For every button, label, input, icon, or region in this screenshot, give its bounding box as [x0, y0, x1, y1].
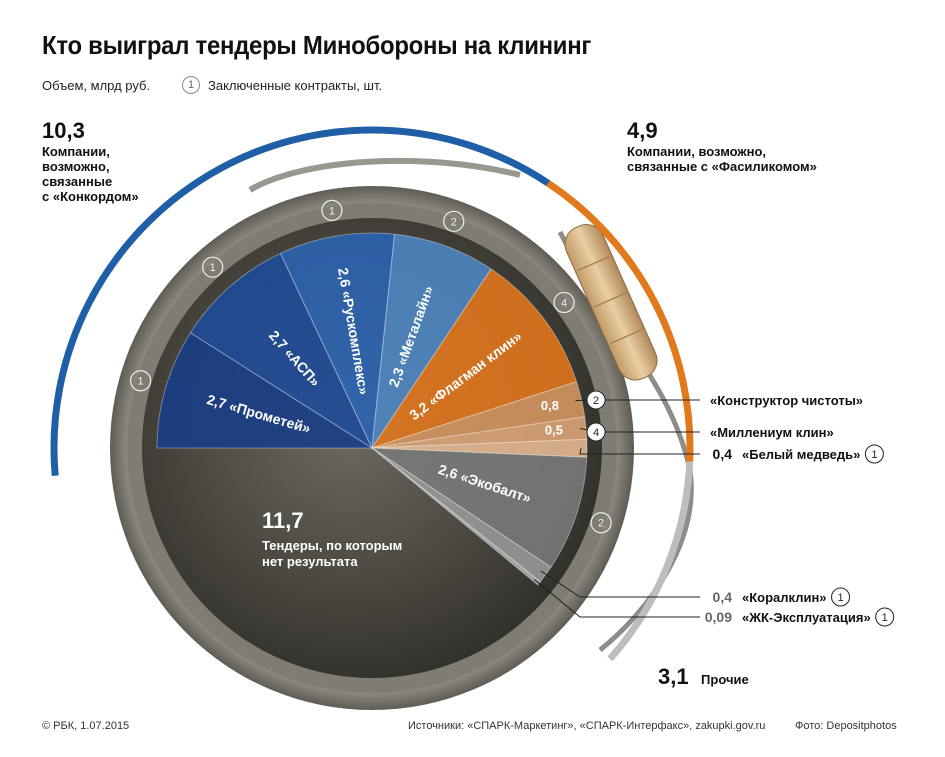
pie-slice-миллениум-клин [371, 416, 588, 449]
contracts-circle-icon [875, 607, 895, 627]
pie-slice-асп [189, 252, 374, 450]
group-konkord-text: Компании, возможно, связанные с «Конкорд… [42, 144, 139, 204]
callout-line-коралклин [540, 570, 700, 598]
contracts-circle-icon [553, 291, 575, 314]
contracts-count-жк-эксплуатация: 1 [882, 612, 888, 624]
legend-contracts-label: Заключенные контракты, шт. [208, 78, 383, 93]
slice-value-миллениум-клин: 0,5 [545, 422, 563, 437]
legend-volume-label: Объем, млрд руб. [42, 78, 151, 93]
contracts-count-флагман-клин: 4 [561, 297, 567, 309]
contracts-count-рускомплекс: 1 [329, 205, 335, 217]
group-konkord-value: 10,3 [42, 118, 85, 143]
contracts-circle-icon [590, 512, 612, 534]
callout-value-белый-медведь: 0,4 [713, 446, 733, 462]
footer-sources: Источники: «СПАРК-Маркетинг», «СПАРК-Инт… [408, 720, 766, 732]
group-other-text: Прочие [701, 672, 749, 687]
contracts-circle-icon [831, 587, 851, 607]
group-fasilikom-value: 4,9 [627, 118, 658, 143]
pie-slice-экобалт [370, 447, 588, 568]
group-arc-fasilikom [546, 180, 694, 462]
no-result-label: нет результата [262, 554, 358, 569]
callout-name-белый-медведь: «Белый медведь» [742, 447, 860, 462]
contracts-circle-icon [586, 422, 606, 442]
group-arc-other [607, 461, 694, 662]
contracts-count-белый-медведь: 1 [871, 449, 877, 461]
contracts-count-прометей: 1 [138, 376, 144, 388]
footer-copyright: © РБК, 1.07.2015 [42, 720, 130, 732]
contracts-count-конструктор-чистоты: 2 [593, 395, 599, 407]
group-arc-konkord [50, 126, 551, 477]
group-other-value: 3,1 [658, 664, 689, 689]
callout-line-жк-эксплуатация [534, 579, 700, 618]
contracts-circle-icon [129, 370, 152, 392]
contracts-circle-icon [864, 444, 884, 464]
callout-name-коралклин: «Коралклин» [742, 590, 827, 605]
legend-contracts-circle-icon: 1 [182, 76, 200, 94]
contracts-circle-icon [586, 390, 606, 410]
contracts-count-коралклин: 1 [837, 592, 843, 604]
callout-name-конструктор-чистоты: «Конструктор чистоты» [710, 393, 863, 408]
callout-line-белый-медведь [579, 448, 700, 455]
contracts-count-металайн: 2 [451, 216, 457, 228]
slice-value-конструктор-чистоты: 0,8 [541, 398, 559, 413]
footer-photo: Фото: Depositphotos [795, 720, 897, 732]
no-result-label: Тендеры, по которым [262, 538, 402, 553]
callout-name-миллениум-клин: «Миллениум клин» [710, 425, 834, 440]
group-other-label: 3,1 Прочие [658, 664, 749, 690]
contracts-circle-icon [443, 210, 465, 232]
pie-slice-прометей [156, 332, 374, 449]
group-fasilikom-label: 4,9 Компании, возможно, связанные с «Фас… [627, 118, 817, 174]
pan-rim-wire [248, 157, 521, 193]
group-konkord-label: 10,3 Компании, возможно, связанные с «Ко… [42, 118, 139, 204]
page-title: Кто выиграл тендеры Минобороны на клинин… [42, 30, 592, 60]
contracts-count-миллениум-клин: 4 [593, 427, 599, 439]
contracts-count-экобалт: 2 [598, 518, 604, 530]
contracts-circle-icon [321, 199, 343, 221]
contracts-count-асп: 1 [210, 262, 216, 274]
callout-value-коралклин: 0,4 [713, 589, 733, 605]
group-fasilikom-text: Компании, возможно, связанные с «Фасилик… [627, 144, 817, 174]
pie-slice-рускомплекс [279, 232, 396, 450]
pie-slice-флагман-клин [370, 268, 578, 449]
contracts-circle-icon [202, 256, 224, 278]
no-result-value: 11,7 [262, 508, 304, 533]
pie-slice-конструктор-чистоты [371, 381, 586, 449]
pie-slice-белый-медведь [371, 438, 588, 458]
callout-value-жк-эксплуатация: 0,09 [705, 609, 732, 625]
wooden-handle [564, 224, 658, 381]
callout-name-жк-эксплуатация: «ЖК-Эксплуатация» [742, 610, 871, 625]
pie-slice-металайн [371, 233, 492, 449]
